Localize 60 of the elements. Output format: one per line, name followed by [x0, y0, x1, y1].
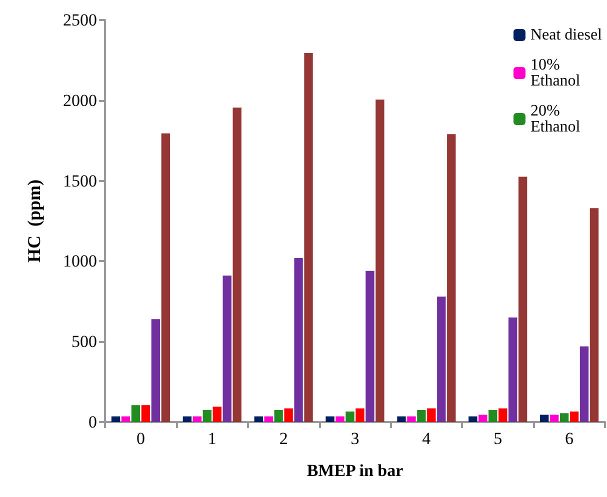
- x-tick-label: 4: [422, 429, 432, 448]
- bar: [590, 208, 599, 422]
- bar: [111, 416, 120, 422]
- bar: [304, 52, 313, 422]
- y-tick-label: 1500: [63, 171, 97, 190]
- bar: [366, 270, 374, 422]
- x-tick-label: 5: [494, 429, 502, 448]
- bar: [488, 410, 498, 422]
- bar: [468, 416, 478, 422]
- bar: [498, 408, 508, 422]
- y-tick-label: 500: [72, 332, 97, 352]
- bar: [417, 410, 426, 422]
- bar: [336, 416, 344, 422]
- bar: [478, 414, 488, 422]
- bar: [356, 408, 364, 422]
- bar: [192, 416, 202, 422]
- x-tick-label: 6: [565, 429, 574, 448]
- x-tick-label: 2: [279, 429, 288, 448]
- bar: [274, 410, 283, 422]
- bar: [264, 416, 273, 422]
- legend-label: 10% Ethanol: [530, 56, 581, 90]
- bar: [232, 108, 242, 422]
- bar: [550, 414, 559, 422]
- y-tick-label: 0: [88, 412, 97, 432]
- bar: [161, 133, 170, 422]
- x-tick-label: 3: [350, 429, 360, 448]
- y-tick-label: 1000: [63, 252, 97, 271]
- bar: [508, 317, 518, 422]
- bar: [131, 405, 140, 422]
- bar: [182, 416, 192, 422]
- y-axis-title: HC (ppm): [24, 179, 44, 263]
- bar: [437, 296, 446, 422]
- y-tick-label: 2500: [63, 10, 97, 30]
- bar: [212, 406, 222, 422]
- bar: [376, 100, 384, 422]
- bar: [121, 416, 130, 422]
- y-tick-label: 2000: [63, 90, 97, 110]
- x-tick-label: 0: [136, 429, 145, 448]
- legend-label: Neat diesel: [530, 26, 603, 44]
- bar: [397, 416, 406, 422]
- bar: [427, 408, 436, 422]
- bar: [284, 408, 293, 422]
- x-tick-label: 1: [208, 429, 216, 448]
- x-axis-title: BMEP in bar: [306, 461, 404, 480]
- bar: [151, 319, 160, 422]
- bar: [222, 276, 232, 422]
- bar: [254, 416, 263, 422]
- bar: [202, 410, 212, 422]
- bar: [294, 258, 303, 422]
- bar: [560, 413, 569, 422]
- bar: [447, 134, 456, 422]
- legend-label: 20% Ethanol: [530, 102, 581, 136]
- bar: [407, 416, 416, 422]
- bar: [326, 416, 334, 422]
- bar: [580, 346, 589, 422]
- bar: [570, 412, 579, 422]
- bar: [141, 405, 150, 422]
- bar: [540, 414, 549, 422]
- bar: [518, 176, 528, 422]
- bar: [346, 412, 354, 422]
